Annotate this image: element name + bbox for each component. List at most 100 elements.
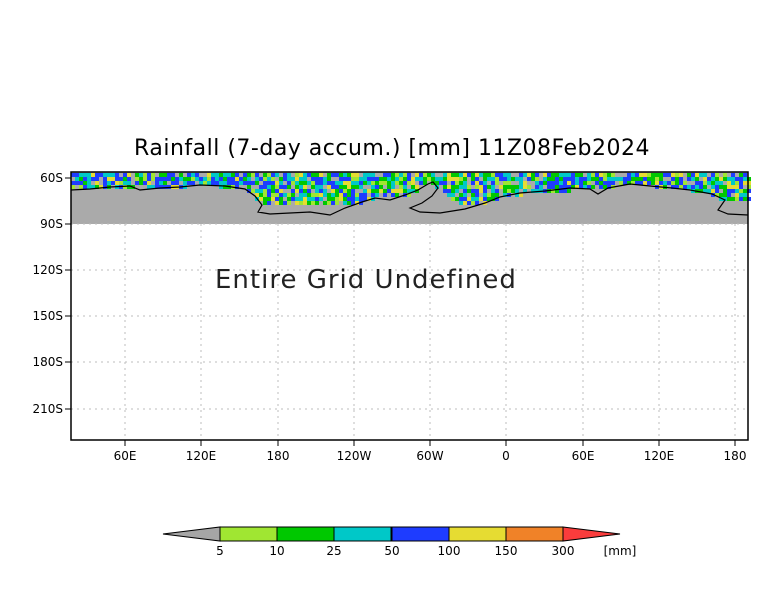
rain-cell xyxy=(671,181,675,185)
rain-cell xyxy=(319,197,323,201)
rain-cell xyxy=(563,189,567,193)
rain-cell xyxy=(731,189,735,193)
rain-cell xyxy=(639,181,643,185)
rain-cell xyxy=(559,189,563,193)
rain-cell xyxy=(579,173,583,177)
rain-cell xyxy=(463,185,467,189)
rain-cell xyxy=(151,185,155,189)
rain-cell xyxy=(603,181,607,185)
rain-cell xyxy=(187,181,191,185)
rain-cell xyxy=(91,177,95,181)
rain-cell xyxy=(263,189,267,193)
rain-cell xyxy=(487,177,491,181)
rain-cell xyxy=(307,197,311,201)
rain-cell xyxy=(87,177,91,181)
rain-cell xyxy=(391,193,395,197)
rain-cell xyxy=(707,181,711,185)
rain-cell xyxy=(459,173,463,177)
rain-cell xyxy=(275,181,279,185)
rain-cell xyxy=(563,185,567,189)
rain-cell xyxy=(231,173,235,177)
rain-cell xyxy=(223,185,227,189)
rain-cell xyxy=(687,177,691,181)
rain-cell xyxy=(231,181,235,185)
rain-cell xyxy=(115,177,119,181)
rain-cell xyxy=(367,189,371,193)
rain-cell xyxy=(447,189,451,193)
rain-cell xyxy=(315,197,319,201)
rain-cell xyxy=(747,181,751,185)
rain-cell xyxy=(587,185,591,189)
rain-cell xyxy=(551,189,555,193)
rain-cell xyxy=(523,181,527,185)
rain-cell xyxy=(255,177,259,181)
colorbar-swatch xyxy=(505,526,564,542)
x-tick-label: 0 xyxy=(502,449,510,463)
rain-cell xyxy=(311,193,315,197)
rain-cell xyxy=(587,177,591,181)
rain-cell xyxy=(451,185,455,189)
rain-cell xyxy=(503,189,507,193)
rain-cell xyxy=(403,177,407,181)
rain-cell xyxy=(495,193,499,197)
rain-cell xyxy=(247,185,251,189)
rain-cell xyxy=(395,189,399,193)
rain-cell xyxy=(731,177,735,181)
rain-cell xyxy=(743,177,747,181)
rain-cell xyxy=(627,173,631,177)
rain-cell xyxy=(507,173,511,177)
rain-cell xyxy=(331,201,335,205)
rain-cell xyxy=(535,189,539,193)
rain-cell xyxy=(575,181,579,185)
rain-cell xyxy=(727,181,731,185)
rain-cell xyxy=(79,173,83,177)
rain-cell xyxy=(323,189,327,193)
rain-cell xyxy=(543,177,547,181)
rain-cell xyxy=(487,185,491,189)
rain-cell xyxy=(511,185,515,189)
rain-cell xyxy=(355,185,359,189)
rain-cell xyxy=(191,181,195,185)
rain-cell xyxy=(303,177,307,181)
rain-cell xyxy=(523,173,527,177)
rain-cell xyxy=(415,185,419,189)
rain-cell xyxy=(415,177,419,181)
rain-cell xyxy=(71,181,75,185)
rain-cell xyxy=(635,173,639,177)
rain-cell xyxy=(279,189,283,193)
rain-cell xyxy=(379,181,383,185)
rain-cell xyxy=(447,193,451,197)
rain-cell xyxy=(439,177,443,181)
rain-cell xyxy=(283,201,287,205)
rain-cell xyxy=(351,189,355,193)
rain-cell xyxy=(731,181,735,185)
rain-cell xyxy=(535,173,539,177)
rain-cell xyxy=(295,181,299,185)
rain-cell xyxy=(403,181,407,185)
rain-cell xyxy=(719,181,723,185)
rain-cell xyxy=(387,185,391,189)
rain-cell xyxy=(727,197,731,201)
rain-cell xyxy=(103,173,107,177)
rain-cell xyxy=(471,181,475,185)
rain-cell xyxy=(383,173,387,177)
rain-cell xyxy=(691,185,695,189)
rain-cell xyxy=(595,181,599,185)
rain-cell xyxy=(747,197,751,201)
rain-cell xyxy=(263,173,267,177)
rain-cell xyxy=(603,185,607,189)
rain-cell xyxy=(451,193,455,197)
rain-cell xyxy=(475,181,479,185)
rain-cell xyxy=(287,197,291,201)
rain-cell xyxy=(711,189,715,193)
rain-cell xyxy=(371,181,375,185)
rain-cell xyxy=(375,185,379,189)
rain-cell xyxy=(271,193,275,197)
rain-cell xyxy=(283,177,287,181)
rain-cell xyxy=(695,177,699,181)
rain-cell xyxy=(375,181,379,185)
rain-cell xyxy=(507,177,511,181)
rain-cell xyxy=(155,185,159,189)
rain-cell xyxy=(303,201,307,205)
rain-cell xyxy=(259,185,263,189)
